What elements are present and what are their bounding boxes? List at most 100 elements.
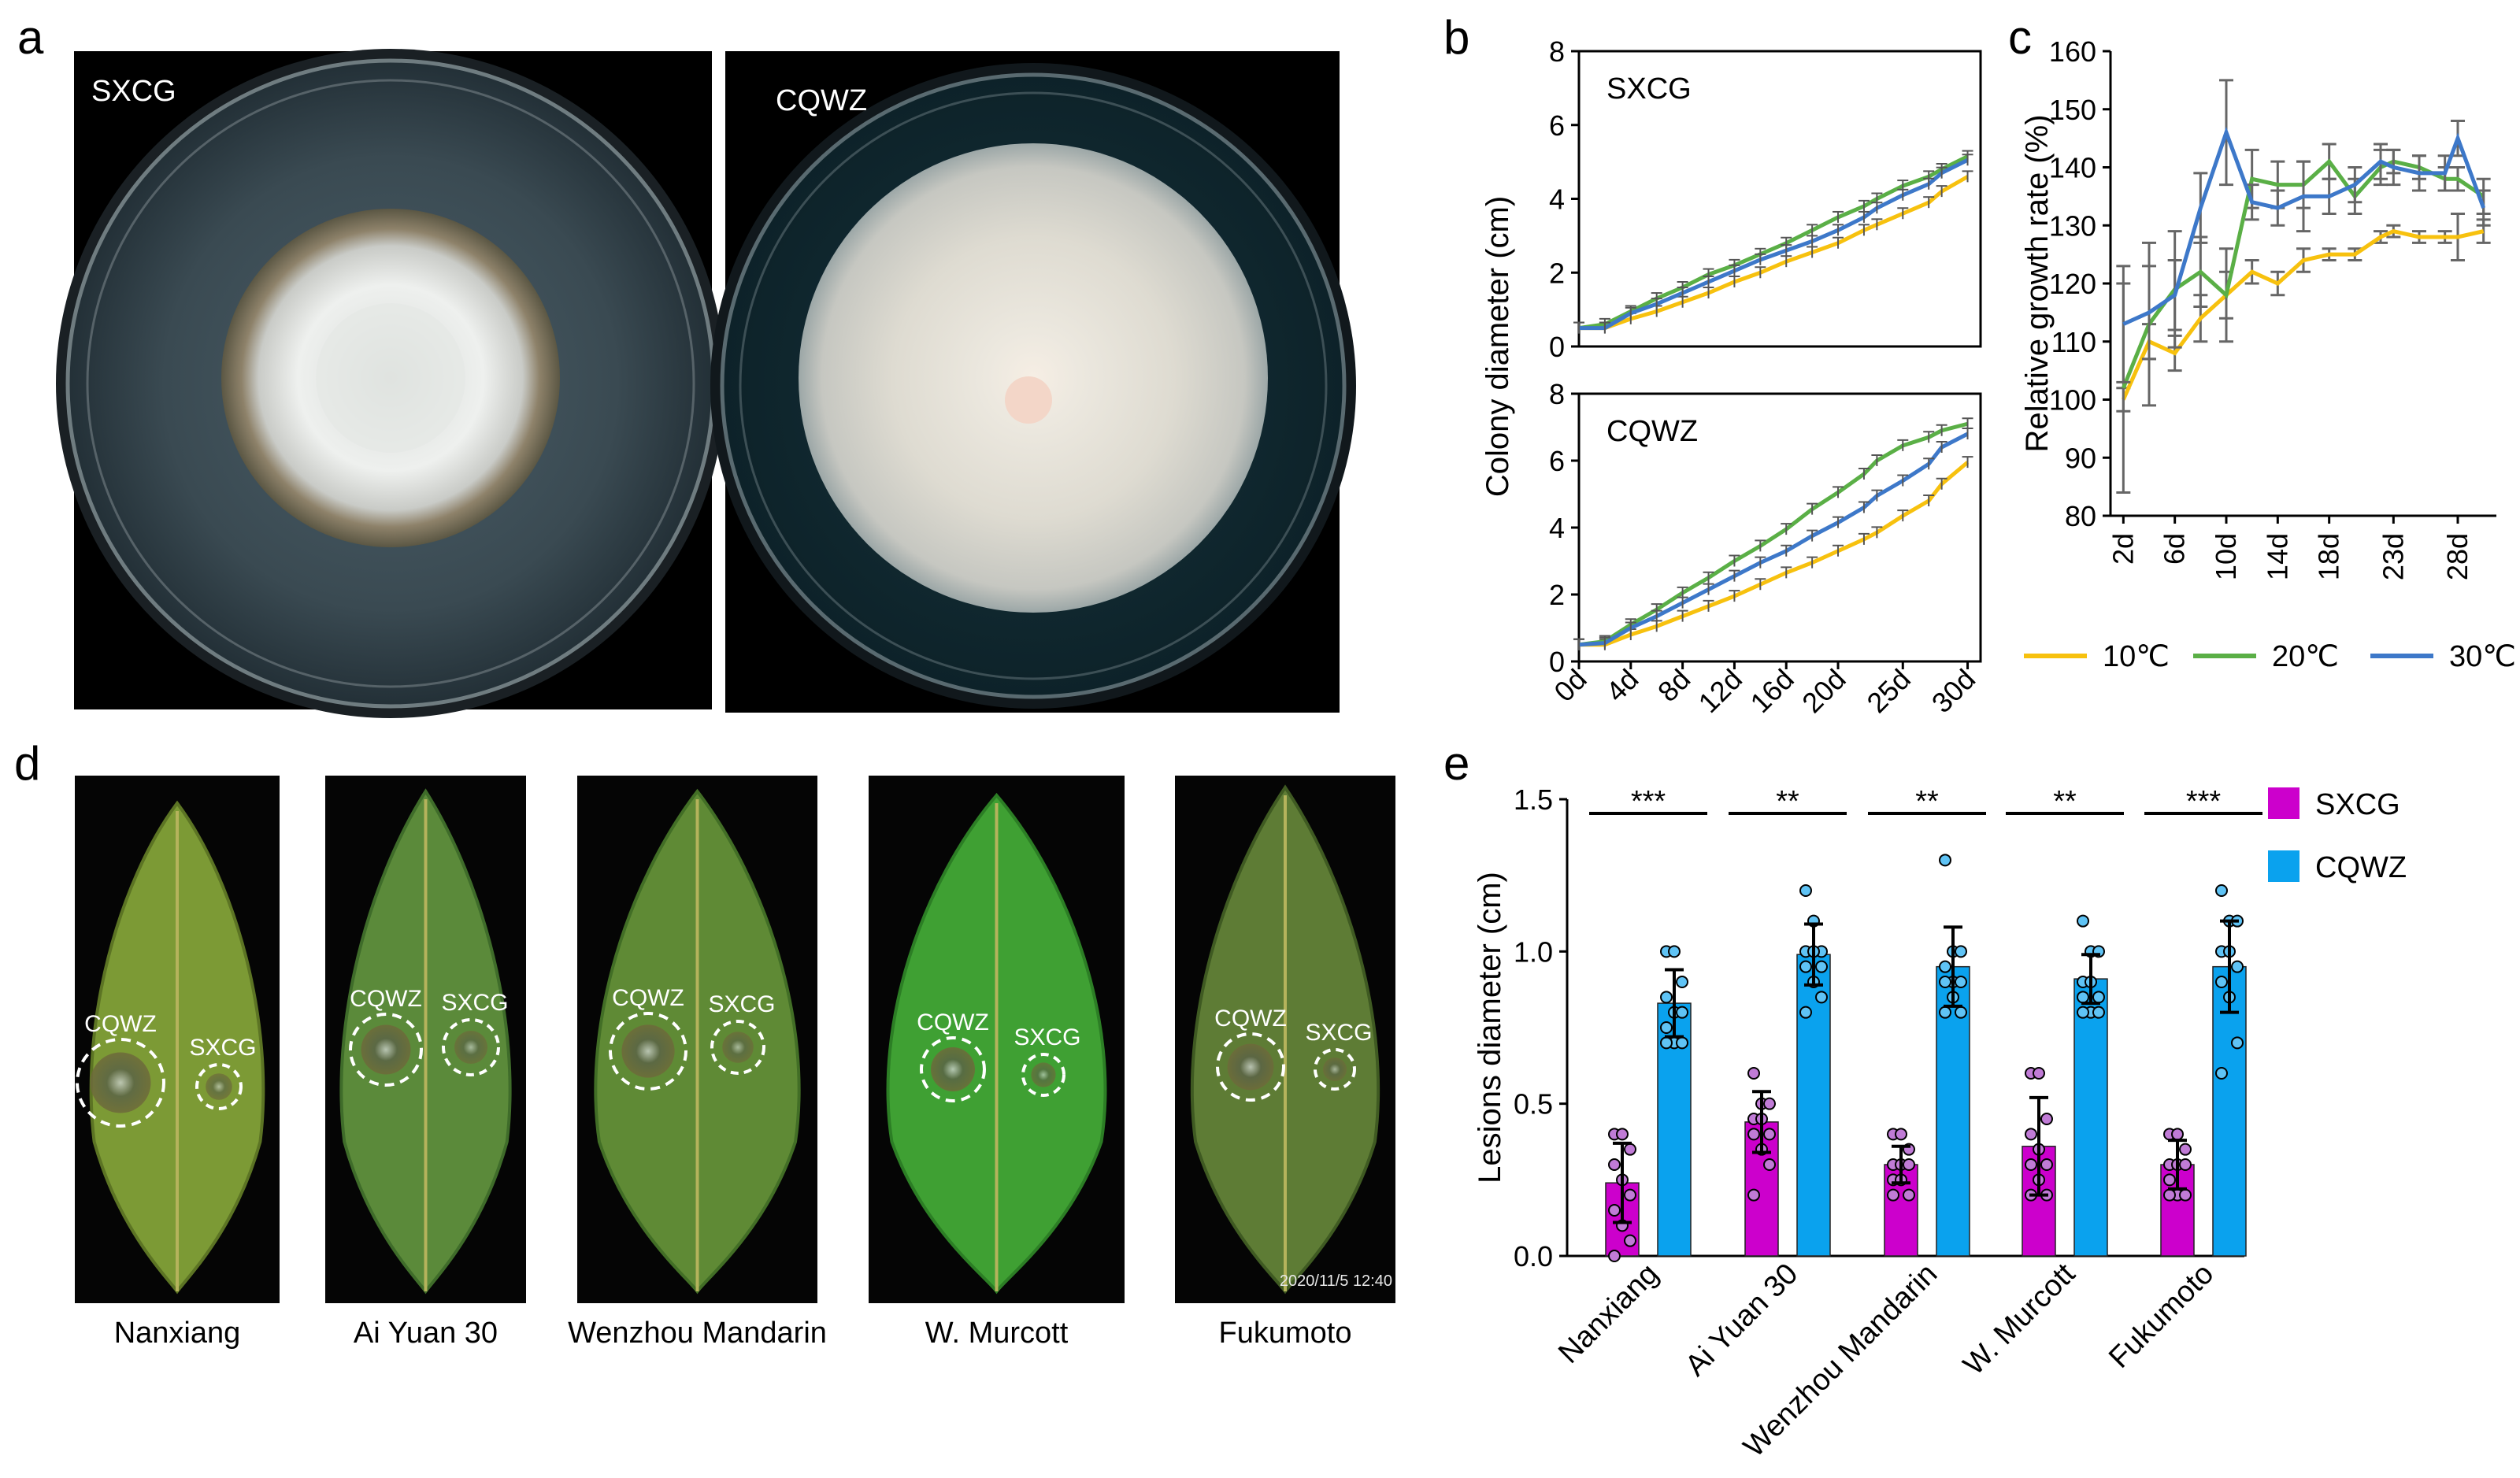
dashed-circle	[1021, 1053, 1065, 1097]
y-tick-label: 150	[2049, 94, 2096, 126]
leaf-photo-fukumoto: CQWZ SXCG Fukumoto 2020/11/5 12:40	[1175, 776, 1395, 1350]
data-point	[2025, 1128, 2037, 1141]
data-point	[1799, 1006, 1812, 1019]
y-tick-label: 6	[1549, 445, 1565, 477]
dish-label-sxcg: SXCG	[91, 75, 176, 108]
data-point	[1660, 1021, 1673, 1034]
y-tick-label: 140	[2049, 152, 2096, 184]
x-tick-label: 16d	[1744, 663, 1799, 719]
leaf-photo-row: CQWZ SXCG Nanxiang CQWZ SXCG Ai Yuan 30 CQWZ SX…	[75, 776, 1395, 1350]
leaf-caption: Ai Yuan 30	[354, 1317, 498, 1350]
panel-letter-b: b	[1443, 11, 1469, 64]
data-point	[2179, 1188, 2192, 1202]
data-point	[1895, 1128, 1907, 1141]
data-point	[1903, 1188, 1915, 1202]
lesion-spot	[454, 1031, 487, 1064]
series-line-10℃	[2122, 229, 2485, 401]
leaf-caption: Fukumoto	[1219, 1317, 1352, 1350]
data-point	[2215, 976, 2228, 988]
bar-CQWZ	[2073, 978, 2108, 1257]
subplot-title: CQWZ	[1606, 415, 1698, 448]
spot-label: CQWZ	[917, 1009, 989, 1035]
data-point	[2040, 1113, 2053, 1125]
y-tick-label: 160	[2049, 35, 2096, 68]
data-point	[1939, 1006, 1951, 1019]
significance-label: ***	[2186, 785, 2222, 818]
y-tick-label: 90	[2065, 442, 2096, 474]
spot-label: CQWZ	[350, 986, 422, 1012]
leaf-photo-nanxiang: CQWZ SXCG Nanxiang	[75, 776, 280, 1350]
y-tick-label: 120	[2049, 268, 2096, 300]
leaf-photo-wenzhou-mandarin: CQWZ SXCG Wenzhou Mandarin	[568, 776, 827, 1350]
data-point	[2163, 1173, 2176, 1187]
legend-swatch	[2268, 787, 2300, 819]
y-tick-label: 0.5	[1514, 1088, 1553, 1121]
data-point	[1939, 960, 1951, 973]
petri-dish-sxcg-photo: SXCG	[56, 49, 725, 718]
lesion-spot	[206, 1073, 232, 1100]
lesion-spot	[621, 1024, 675, 1078]
data-point	[1676, 1006, 1688, 1019]
spot-label: SXCG	[708, 991, 775, 1017]
data-point	[2231, 1036, 2244, 1050]
x-tick-label: 2d	[2107, 533, 2139, 565]
y-axis-label: Lesions diameter (cm)	[1473, 872, 1507, 1184]
data-point	[2179, 1158, 2192, 1171]
significance-label: **	[1776, 785, 1799, 818]
y-tick-label: 8	[1549, 35, 1565, 68]
series-line-10℃	[1579, 175, 1969, 331]
data-point	[1676, 976, 1688, 988]
data-point	[1939, 976, 1951, 988]
data-point	[2179, 1143, 2192, 1156]
data-point	[1955, 1006, 1967, 1019]
data-point	[1747, 1188, 1760, 1202]
x-tick-label: Fukumoto	[2103, 1258, 2220, 1375]
panel-letter-e: e	[1443, 737, 1469, 790]
x-tick-label: 14d	[2261, 533, 2293, 580]
x-tick-label: 4d	[1599, 663, 1644, 708]
series-line-10℃	[1579, 461, 1970, 647]
y-tick-label: 4	[1549, 512, 1565, 544]
data-point	[1624, 1143, 1636, 1156]
data-point	[1660, 991, 1673, 1004]
lesion-spot	[931, 1047, 975, 1091]
y-tick-label: 1.0	[1514, 935, 1553, 968]
dashed-circle	[195, 1063, 243, 1110]
y-tick-label: 2	[1549, 257, 1565, 289]
dashed-circle	[710, 1020, 765, 1075]
data-point	[1624, 1188, 1636, 1202]
x-tick-label: 28d	[2441, 533, 2474, 580]
x-tick-label: 10d	[2210, 533, 2242, 580]
panel-a: a SXCG CQWZ	[17, 11, 1356, 718]
dashed-circle	[920, 1036, 986, 1102]
dish-label-cqwz: CQWZ	[776, 84, 867, 117]
leaf-caption: Nanxiang	[114, 1317, 241, 1350]
data-point	[1676, 1036, 1688, 1050]
data-point	[2040, 1158, 2053, 1171]
chart-lesion-diameter: 0.0 0.5 1.0 1.5 Lesions diameter (cm) *** Nanx…	[1473, 783, 2407, 1464]
x-tick-label: Ai Yuan 30	[1679, 1258, 1804, 1383]
leaf-caption: W. Murcott	[925, 1317, 1069, 1350]
y-tick-label: 6	[1549, 109, 1565, 142]
panel-letter-a: a	[17, 11, 44, 64]
panel-c: c 80 90 100 110 120 130 140 150 160 2d 6d 10d 14d 18d…	[2008, 11, 2516, 673]
y-tick-label: 8	[1549, 378, 1565, 410]
legend-swatch	[2268, 850, 2300, 882]
lesion-spot	[1031, 1062, 1056, 1087]
x-tick-label: 18d	[2313, 533, 2345, 580]
data-point	[2077, 1006, 2089, 1019]
y-tick-label: 2	[1549, 579, 1565, 611]
data-point	[1747, 1067, 1760, 1080]
lesion-spot	[361, 1024, 411, 1075]
data-point	[1939, 854, 1951, 867]
data-point	[1799, 884, 1812, 897]
legend-label: SXCG	[2315, 788, 2400, 821]
y-axis-label: Relative growth rate (%)	[2020, 114, 2055, 452]
dashed-circle	[76, 1038, 165, 1128]
legend-label: 10℃	[2103, 640, 2170, 673]
leaf-photo-w-murcott: CQWZ SXCG W. Murcott	[869, 776, 1125, 1350]
significance-label: **	[2053, 785, 2077, 818]
